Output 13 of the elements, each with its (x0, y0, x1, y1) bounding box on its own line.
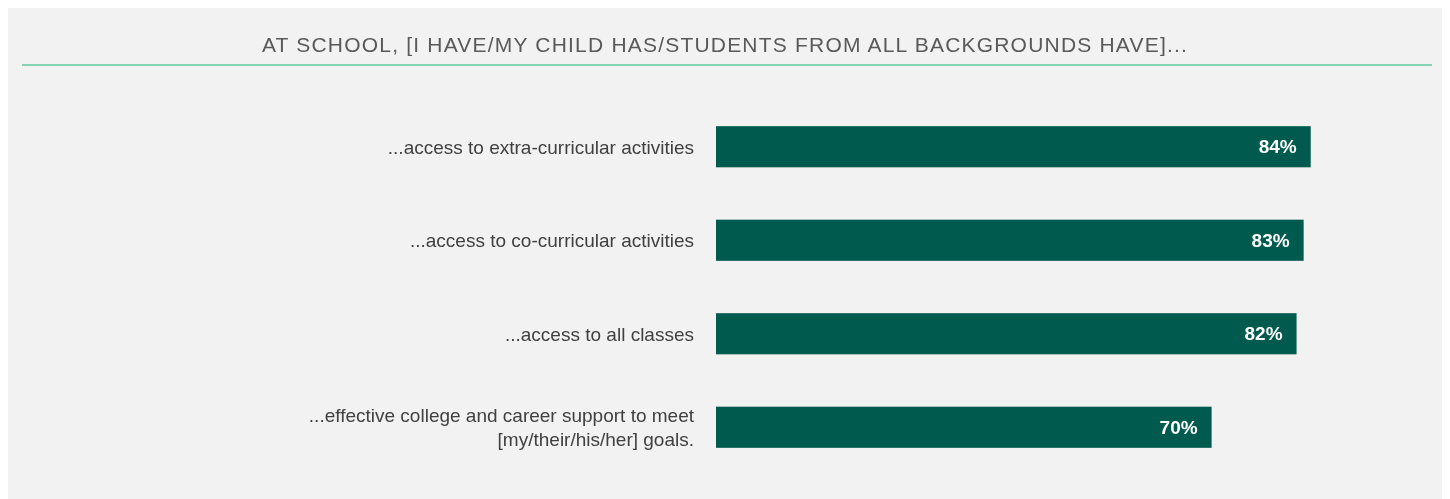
data-label: 70% (1159, 416, 1198, 438)
y-tick-label: ...access to co-curricular activities (409, 229, 694, 251)
y-tick-label: ...access to extra-curricular activities (387, 136, 694, 158)
data-label: 84% (1258, 136, 1297, 158)
bar (716, 406, 1212, 448)
bar (716, 219, 1304, 261)
y-tick-label: ...access to all classes (504, 323, 694, 345)
data-label: 83% (1251, 229, 1290, 251)
bar (716, 313, 1297, 355)
data-label: 82% (1244, 323, 1283, 345)
bar (716, 126, 1311, 168)
y-tick-label: ...effective college and career support to meet [my/their/his/her] goals. (308, 404, 695, 450)
chart-title: AT SCHOOL, [I HAVE/MY CHILD HAS/STUDENTS FROM ALL BACKGROUNDS HAVE]... (261, 32, 1189, 56)
